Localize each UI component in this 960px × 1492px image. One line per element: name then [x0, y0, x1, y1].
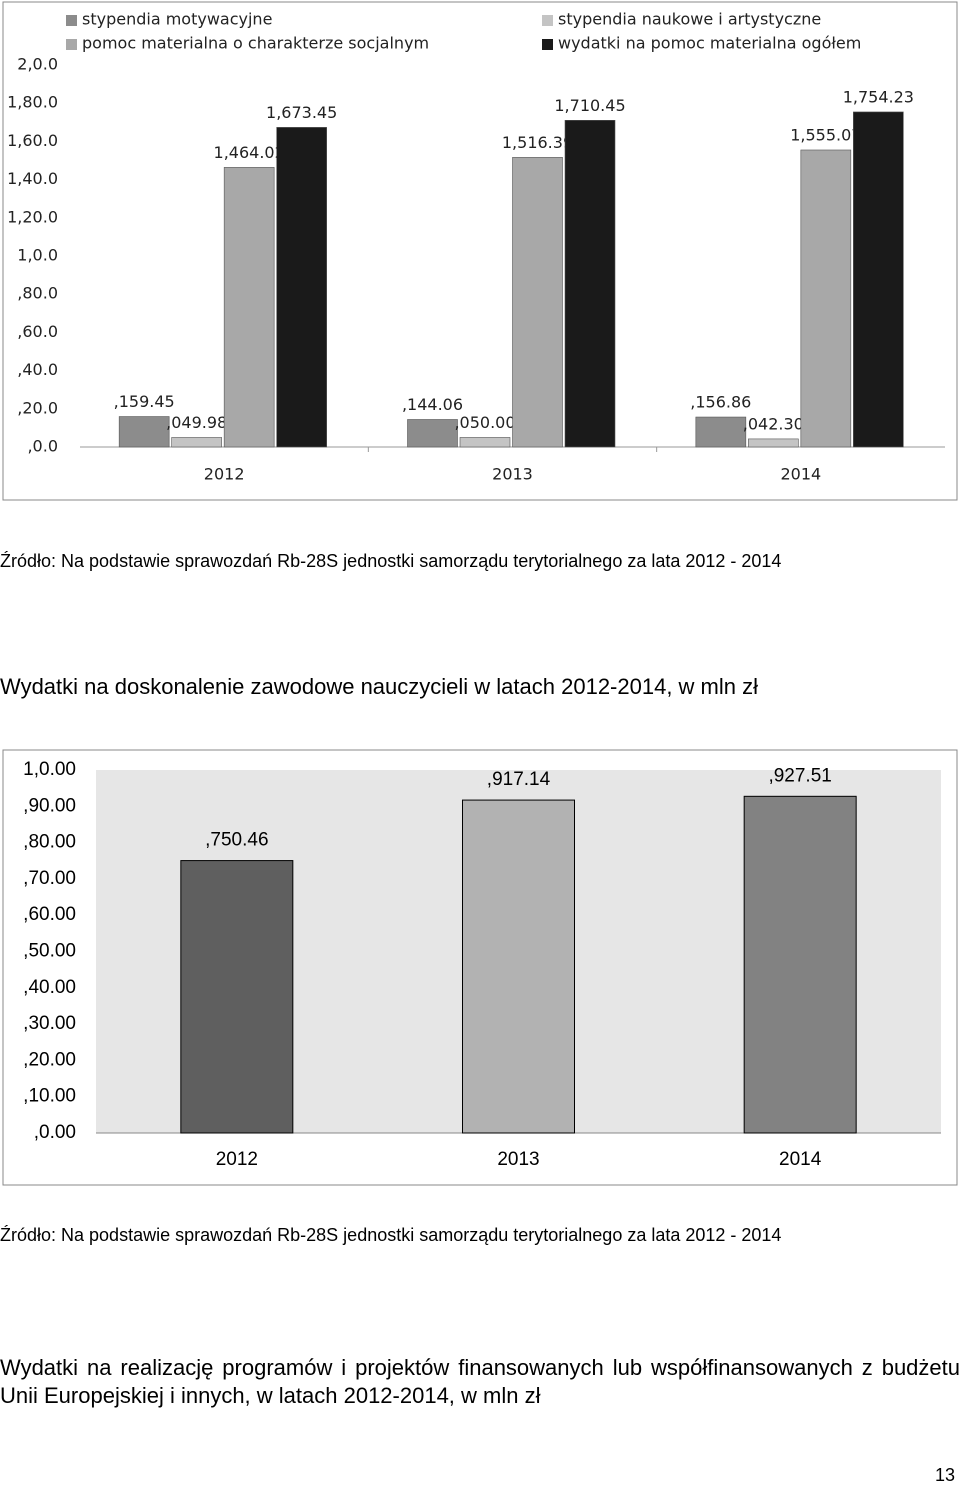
value-label: 1,710.45	[554, 96, 625, 115]
bar	[695, 416, 747, 448]
y-tick-label: ,0.0	[27, 437, 58, 456]
y-tick-label: ,20.00	[23, 1049, 76, 1070]
y-tick-label: ,10.00	[23, 1086, 76, 1107]
value-label: 1,754.23	[843, 87, 914, 106]
y-tick-label: ,30.00	[23, 1013, 76, 1034]
legend-swatch	[542, 15, 553, 26]
value-label: 1,464.02	[214, 143, 285, 162]
x-tick-label: 2014	[779, 1149, 822, 1170]
y-tick-label: 1,80.0	[7, 93, 58, 112]
y-tick-label: ,90.00	[23, 795, 76, 816]
value-label: ,156.86	[690, 393, 751, 412]
bar	[800, 149, 852, 448]
x-tick-label: 2013	[492, 465, 533, 484]
legend-swatch	[542, 39, 553, 50]
y-tick-label: ,40.00	[23, 977, 76, 998]
y-tick-label: ,40.0	[17, 360, 58, 379]
value-label: 1,555.07	[790, 125, 861, 144]
y-tick-label: 1,40.0	[7, 169, 58, 188]
value-label: ,750.46	[205, 830, 268, 851]
legend-swatch	[66, 15, 77, 26]
bar	[853, 111, 904, 448]
x-tick-label: 2012	[204, 465, 245, 484]
page-number: 13	[935, 1465, 955, 1485]
bar	[118, 416, 170, 448]
y-tick-label: ,20.0	[17, 398, 58, 417]
source: Źródło: Na podstawie sprawozdań Rb-28S j…	[0, 551, 781, 571]
value-label: ,917.14	[487, 769, 551, 790]
legend-label: pomoc materialna o charakterze socjalnym	[82, 34, 429, 53]
y-tick-label: ,50.00	[23, 941, 76, 962]
value-label: ,049.98	[166, 413, 227, 432]
y-tick-label: 1,20.0	[7, 207, 58, 226]
value-label: 1,516.39	[502, 133, 573, 152]
bar	[407, 419, 458, 448]
bar	[564, 120, 616, 448]
chart-title: Wydatki na doskonalenie zawodowe nauczyc…	[0, 674, 758, 699]
bar	[512, 157, 563, 448]
legend-swatch	[66, 39, 77, 50]
chart: ,0.0 ,20.0 ,40.0 ,60.0 ,80.0 1,0.0 1,20.0 1,40.…	[7, 10, 945, 484]
bar	[180, 860, 294, 1134]
legend-label: stypendia motywacyjne	[82, 10, 272, 29]
y-tick-label: 2,0.0	[17, 55, 58, 74]
x-tick-label: 2012	[216, 1149, 258, 1170]
y-tick-label: ,60.0	[17, 322, 58, 341]
value-label: ,144.06	[402, 395, 463, 414]
bar	[223, 167, 275, 448]
paragraph: Wydatki na realizację programów i projek…	[0, 1355, 960, 1408]
y-tick-label: 1,60.0	[7, 131, 58, 150]
value-label: ,050.00	[454, 413, 515, 432]
bar	[743, 795, 857, 1134]
legend-label: wydatki na pomoc materialna ogółem	[558, 34, 861, 53]
y-tick-label: ,70.00	[23, 868, 76, 889]
legend-label: stypendia naukowe i artystyczne	[558, 10, 821, 29]
y-tick-label: ,0.00	[34, 1122, 76, 1143]
value-label: ,042.30	[743, 414, 804, 433]
source: Źródło: Na podstawie sprawozdań Rb-28S j…	[0, 1225, 781, 1245]
bar	[171, 437, 222, 448]
y-tick-label: 1,0.0	[17, 246, 58, 265]
y-tick-label: ,80.0	[17, 284, 58, 303]
x-tick-label: 2014	[780, 465, 821, 484]
bar	[459, 437, 511, 448]
y-tick-label: ,80.00	[23, 832, 76, 853]
bar	[276, 127, 327, 448]
value-label: ,159.45	[114, 392, 175, 411]
chart: ,0.00 ,10.00 ,20.00 ,30.00 ,40.00 ,50.00 ,60.0…	[23, 759, 941, 1170]
x-tick-label: 2013	[497, 1149, 539, 1170]
bar	[748, 438, 799, 448]
value-label: ,927.51	[768, 765, 831, 786]
y-tick-label: ,60.00	[23, 904, 76, 925]
value-label: 1,673.45	[266, 103, 337, 122]
bar	[462, 799, 575, 1134]
y-tick-label: 1,0.00	[23, 759, 76, 780]
